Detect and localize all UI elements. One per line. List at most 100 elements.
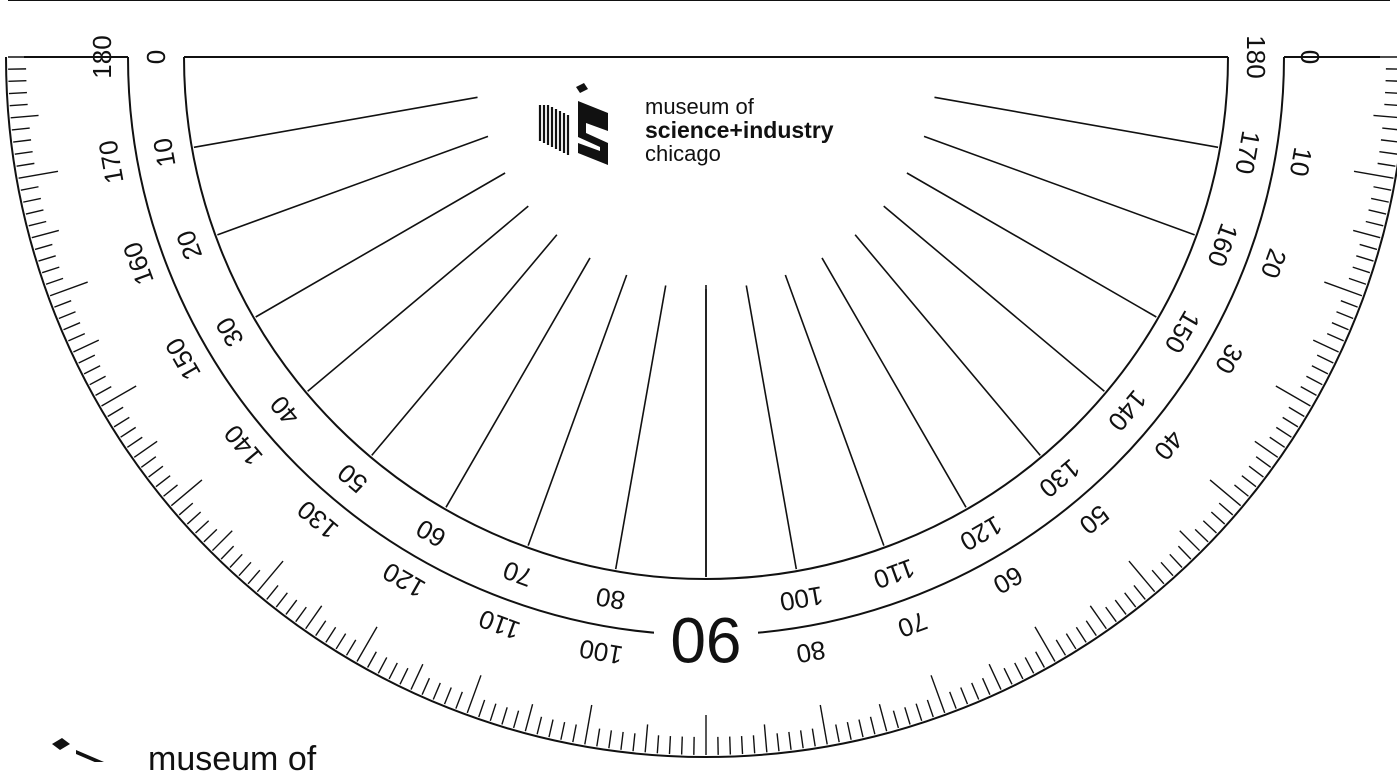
tick-mark bbox=[1356, 256, 1373, 261]
inner-scale-label: 20 bbox=[170, 226, 208, 263]
tick-mark bbox=[50, 282, 88, 296]
angle-ray bbox=[528, 275, 627, 546]
tick-mark bbox=[1384, 104, 1397, 105]
tick-mark bbox=[29, 222, 46, 226]
tick-mark bbox=[134, 441, 157, 457]
tick-mark bbox=[257, 561, 283, 592]
tick-mark bbox=[171, 480, 202, 506]
tick-mark bbox=[1371, 198, 1389, 202]
tick-mark bbox=[1249, 466, 1263, 477]
tick-mark bbox=[753, 735, 754, 753]
tick-mark bbox=[879, 704, 886, 731]
inner-scale-label: 50 bbox=[332, 458, 373, 500]
tick-mark bbox=[609, 730, 612, 748]
tick-mark bbox=[479, 700, 485, 717]
tick-mark bbox=[931, 675, 945, 713]
tick-mark bbox=[1090, 606, 1106, 629]
tick-mark bbox=[1025, 657, 1033, 673]
tick-mark bbox=[378, 657, 386, 673]
tick-mark bbox=[114, 417, 129, 427]
tick-mark bbox=[525, 704, 532, 731]
tick-mark bbox=[1219, 503, 1233, 515]
angle-ray bbox=[822, 258, 966, 507]
tick-mark bbox=[1180, 531, 1200, 551]
tick-mark bbox=[645, 724, 647, 752]
tick-mark bbox=[989, 664, 1001, 689]
tick-mark bbox=[657, 735, 658, 753]
tick-mark bbox=[13, 140, 31, 142]
tick-mark bbox=[8, 81, 26, 82]
tick-mark bbox=[63, 323, 80, 330]
logo-line-chicago: chicago bbox=[645, 143, 721, 165]
tick-mark bbox=[204, 529, 217, 542]
tick-mark bbox=[212, 531, 232, 551]
tick-mark bbox=[573, 725, 576, 743]
tick-mark bbox=[12, 128, 30, 130]
tick-mark bbox=[1270, 437, 1285, 447]
tick-mark bbox=[669, 736, 670, 754]
tick-mark bbox=[73, 340, 98, 352]
tick-mark bbox=[1386, 81, 1397, 82]
tick-mark bbox=[54, 301, 71, 307]
tick-mark bbox=[156, 476, 170, 487]
angle-rays bbox=[194, 97, 1218, 577]
inner-scale-label: 130 bbox=[1033, 453, 1086, 504]
inner-scale-label: 0 bbox=[141, 50, 171, 64]
tick-mark bbox=[1161, 562, 1173, 575]
tick-mark bbox=[1115, 600, 1126, 614]
tick-mark bbox=[68, 334, 84, 341]
tick-mark bbox=[1283, 417, 1298, 427]
tick-mark bbox=[1341, 301, 1358, 307]
tick-mark bbox=[422, 678, 429, 694]
tick-mark bbox=[42, 267, 59, 273]
tick-mark bbox=[108, 407, 123, 416]
tick-mark bbox=[1385, 93, 1397, 94]
tick-mark bbox=[1276, 427, 1291, 437]
tick-mark bbox=[1312, 366, 1328, 374]
outer-scale-label: 180 bbox=[87, 35, 117, 78]
tick-mark bbox=[1301, 387, 1317, 396]
tick-mark bbox=[23, 198, 41, 202]
inner-scale-label: 120 bbox=[955, 510, 1008, 558]
tick-mark bbox=[1332, 323, 1349, 330]
outer-scale-label: 100 bbox=[577, 633, 625, 670]
tick-mark bbox=[490, 704, 496, 721]
tick-mark bbox=[549, 720, 553, 738]
tick-mark bbox=[730, 737, 731, 755]
tick-mark bbox=[84, 366, 100, 374]
tick-mark bbox=[1211, 512, 1224, 524]
tick-mark bbox=[164, 485, 178, 496]
tick-mark bbox=[400, 668, 408, 684]
tick-mark bbox=[1086, 621, 1096, 636]
tick-mark bbox=[179, 503, 193, 515]
tick-mark bbox=[267, 585, 278, 599]
inner-scale-label: 80 bbox=[594, 581, 628, 616]
angle-ray bbox=[217, 136, 488, 235]
outer-scale-label: 110 bbox=[475, 604, 524, 646]
outer-scale-label: 160 bbox=[117, 238, 160, 289]
tick-mark bbox=[286, 600, 297, 614]
tick-mark bbox=[59, 312, 76, 319]
tick-mark bbox=[336, 634, 346, 649]
tick-mark bbox=[1349, 278, 1366, 284]
tick-mark bbox=[127, 437, 142, 447]
tick-mark bbox=[1379, 152, 1397, 155]
tick-mark bbox=[847, 722, 851, 740]
tick-mark bbox=[17, 163, 35, 166]
tick-mark bbox=[11, 115, 39, 117]
tick-mark bbox=[1353, 230, 1380, 237]
outer-scale-label: 120 bbox=[378, 556, 431, 604]
outer-scale-label: 80 bbox=[794, 635, 828, 670]
tick-mark bbox=[35, 244, 52, 249]
tick-mark bbox=[187, 512, 200, 524]
tick-mark bbox=[1382, 128, 1397, 130]
tick-mark bbox=[871, 717, 875, 734]
outer-scale-label: 30 bbox=[1209, 339, 1249, 379]
tick-mark bbox=[141, 457, 156, 468]
inner-scale-label: 150 bbox=[1159, 306, 1207, 359]
tick-mark bbox=[32, 230, 59, 237]
tick-mark bbox=[950, 692, 956, 709]
tick-mark bbox=[1066, 634, 1076, 649]
tick-mark bbox=[1336, 312, 1353, 319]
tick-mark bbox=[789, 732, 791, 750]
